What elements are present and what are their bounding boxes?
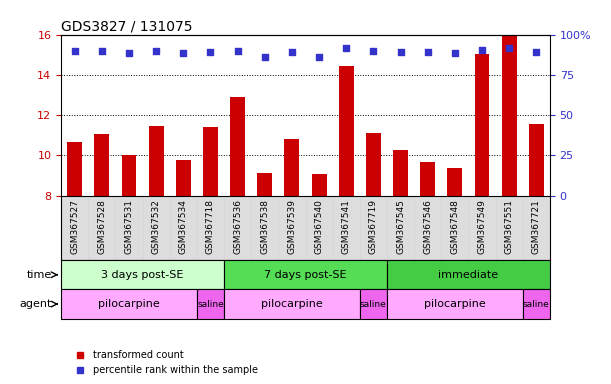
Text: GSM367718: GSM367718	[206, 199, 215, 254]
Point	[97, 48, 107, 54]
Text: GSM367527: GSM367527	[70, 199, 79, 254]
Bar	[94, 134, 109, 196]
Text: GSM367548: GSM367548	[450, 199, 459, 254]
Point	[178, 50, 188, 56]
Point	[260, 54, 269, 60]
Point	[70, 48, 79, 54]
Point	[233, 48, 243, 54]
Point	[477, 46, 487, 53]
Text: GDS3827 / 131075: GDS3827 / 131075	[61, 20, 192, 33]
Text: GSM367528: GSM367528	[97, 199, 106, 254]
Bar	[224, 260, 387, 290]
Point	[532, 49, 541, 55]
Point	[342, 45, 351, 51]
Text: GSM367534: GSM367534	[179, 199, 188, 254]
Text: GSM367545: GSM367545	[396, 199, 405, 254]
Bar	[257, 172, 273, 196]
Bar	[61, 290, 197, 319]
Text: saline: saline	[197, 300, 224, 309]
Text: GSM367546: GSM367546	[423, 199, 432, 254]
Text: GSM367540: GSM367540	[315, 199, 324, 254]
Bar	[393, 151, 408, 196]
Text: GSM367536: GSM367536	[233, 199, 242, 254]
Text: GSM367719: GSM367719	[369, 199, 378, 254]
Point	[423, 49, 433, 55]
Bar	[523, 290, 550, 319]
Text: GSM367551: GSM367551	[505, 199, 514, 254]
Bar	[360, 290, 387, 319]
Text: GSM367541: GSM367541	[342, 199, 351, 254]
Bar	[224, 290, 360, 319]
Bar	[67, 142, 82, 196]
Bar	[387, 260, 550, 290]
Text: pilocarpine: pilocarpine	[261, 299, 323, 309]
Text: pilocarpine: pilocarpine	[98, 299, 160, 309]
Point	[124, 50, 134, 56]
Text: 7 days post-SE: 7 days post-SE	[264, 270, 347, 280]
Text: saline: saline	[523, 300, 550, 309]
Bar	[387, 290, 523, 319]
Text: GSM367538: GSM367538	[260, 199, 269, 254]
Point	[450, 50, 459, 56]
Bar	[176, 161, 191, 196]
Bar	[420, 162, 435, 196]
Text: 3 days post-SE: 3 days post-SE	[101, 270, 184, 280]
Bar	[230, 97, 245, 196]
Point	[368, 48, 378, 54]
Text: immediate: immediate	[438, 270, 499, 280]
Text: GSM367539: GSM367539	[287, 199, 296, 254]
Text: time: time	[26, 270, 51, 280]
Bar	[312, 174, 326, 196]
Bar	[122, 155, 136, 196]
Point	[396, 49, 406, 55]
Bar	[148, 126, 164, 196]
Bar	[475, 54, 489, 196]
Text: GSM367531: GSM367531	[125, 199, 133, 254]
Text: saline: saline	[360, 300, 387, 309]
Text: GSM367721: GSM367721	[532, 199, 541, 254]
Text: GSM367532: GSM367532	[152, 199, 161, 254]
Bar	[447, 168, 463, 196]
Point	[205, 49, 215, 55]
Bar	[285, 139, 299, 196]
Bar	[502, 36, 517, 196]
Legend: transformed count, percentile rank within the sample: transformed count, percentile rank withi…	[66, 346, 262, 379]
Text: agent: agent	[19, 299, 51, 309]
Bar	[203, 127, 218, 196]
Bar	[61, 260, 224, 290]
Point	[152, 48, 161, 54]
Point	[314, 54, 324, 60]
Bar	[366, 133, 381, 196]
Text: pilocarpine: pilocarpine	[424, 299, 486, 309]
Bar	[197, 290, 224, 319]
Point	[504, 45, 514, 51]
Point	[287, 49, 297, 55]
Bar	[529, 124, 544, 196]
Text: GSM367549: GSM367549	[478, 199, 486, 254]
Bar	[338, 66, 354, 196]
